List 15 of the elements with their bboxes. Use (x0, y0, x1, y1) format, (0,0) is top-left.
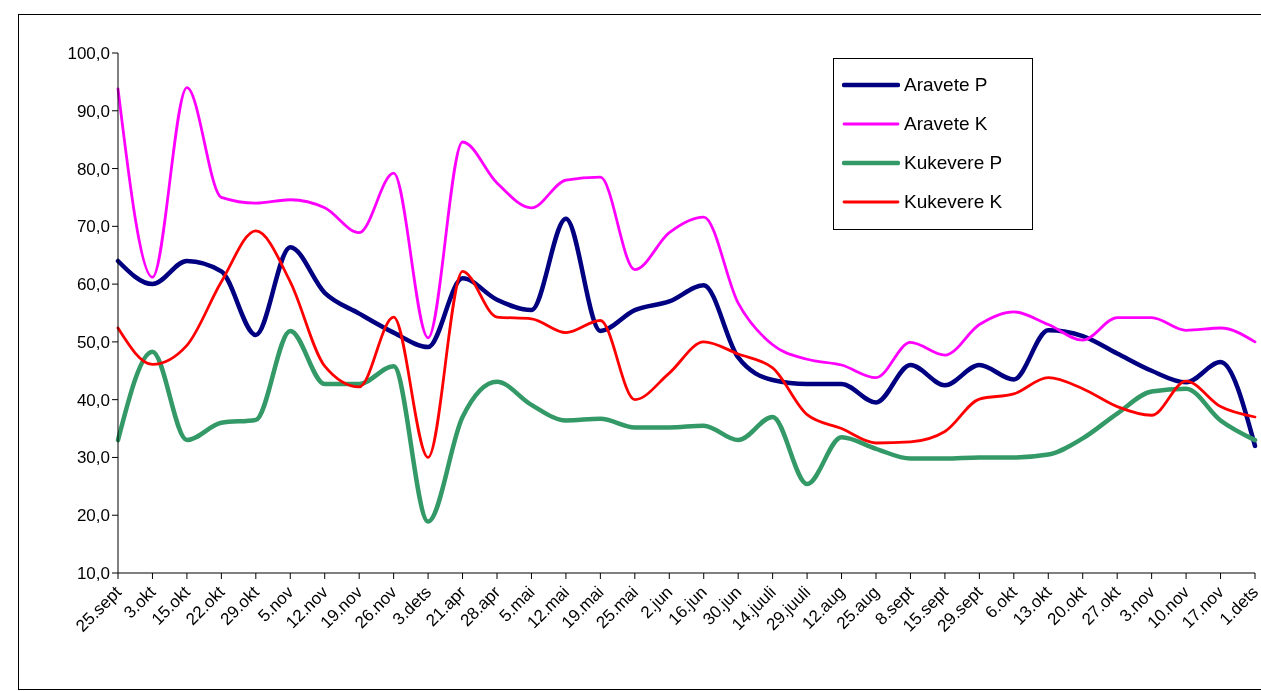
y-tick-label: 50,0 (76, 332, 110, 352)
y-tick-label: 90,0 (76, 101, 110, 121)
y-tick-label: 70,0 (76, 217, 110, 237)
y-tick-label: 10,0 (76, 564, 110, 584)
y-tick-label: 80,0 (76, 159, 110, 179)
legend-label: Kukevere P (904, 151, 1003, 174)
y-tick-label: 20,0 (76, 506, 110, 526)
legend-label: Kukevere K (904, 190, 1003, 213)
y-tick-label: 100,0 (67, 44, 110, 64)
line-series (115, 328, 1258, 524)
y-tick-label: 30,0 (76, 448, 110, 468)
legend-label: Aravete P (904, 73, 988, 96)
y-tick-label: 60,0 (76, 275, 110, 295)
y-tick-label: 40,0 (76, 390, 110, 410)
legend-label: Aravete K (904, 112, 988, 135)
